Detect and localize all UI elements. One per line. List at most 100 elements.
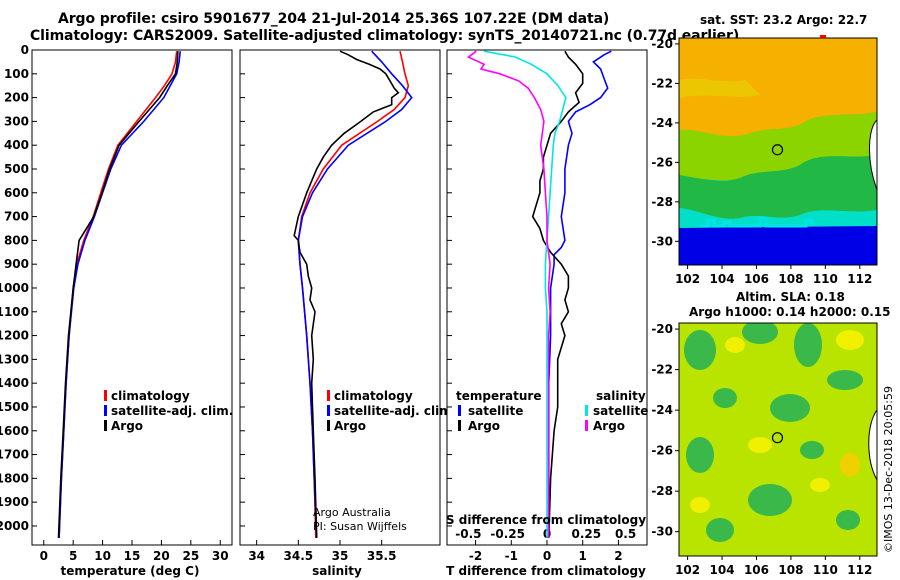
map-ytick-label: -30: [651, 234, 673, 248]
map-ytick-label: -20: [651, 37, 673, 51]
temperature-panel: 0100200300400500600700800900100011001200…: [0, 43, 233, 578]
sst-map-field: [679, 38, 877, 265]
s-legend-label-argo: Argo: [334, 419, 366, 433]
d-xtick-label: 0: [543, 549, 551, 563]
salinity-legend: climatology satellite-adj. clim. Argo: [327, 389, 456, 433]
d-xtick-s-label: 0.25: [571, 527, 601, 541]
d-legend-label-s-satellite: satellite: [593, 404, 648, 418]
depth-tick-label: 600: [4, 186, 29, 200]
depth-tick-label: 400: [4, 138, 29, 152]
depth-tick-label: 1400: [0, 376, 29, 390]
map-xtick-label: 112: [847, 563, 872, 577]
depth-tick-label: 200: [4, 91, 29, 105]
depth-tick-label: 1500: [0, 400, 29, 414]
sla-map-field: [679, 323, 877, 556]
d-xtick-label: -2: [469, 549, 482, 563]
salinity-axes-frame: [239, 49, 441, 546]
s-line-satellite: [297, 50, 413, 538]
depth-tick-label: 800: [4, 233, 29, 247]
t-xtick-label: 20: [153, 549, 170, 563]
map-xtick-label: 102: [675, 272, 700, 286]
map-ytick-label: -20: [651, 322, 673, 336]
t-xtick-label: 30: [212, 549, 229, 563]
temperature-xlabel: temperature (deg C): [61, 564, 200, 578]
s-xtick-label: 35.5: [367, 549, 397, 563]
d-xtick-label: 2: [614, 549, 622, 563]
legend-swatch-satellite: [104, 405, 107, 416]
map-ytick-label: -26: [651, 444, 673, 458]
depth-tick-label: 300: [4, 114, 29, 128]
difference-panel: -2 -1 0 1 2 -0.5 -0.25 0 0.25 0.5 T difference f…: [446, 49, 648, 578]
d-xtick-s-label: -0.25: [490, 527, 525, 541]
d-legend-label-s-argo: Argo: [593, 419, 625, 433]
t-xtick-label: 10: [94, 549, 111, 563]
map-xtick-label: 108: [778, 272, 803, 286]
d-legend-swatch-s-argo: [585, 420, 588, 431]
sst-map-redmark: [820, 35, 826, 38]
d-xtick-label: 1: [579, 549, 587, 563]
depth-tick-label: 100: [4, 67, 29, 81]
map-xtick-label: 108: [778, 563, 803, 577]
legend-swatch-argo: [104, 420, 107, 431]
d-legend-swatch-t-satellite: [458, 405, 461, 416]
s-line-argo: [293, 50, 400, 538]
s-legend-label-satellite: satellite-adj. clim.: [334, 404, 456, 418]
d-xtick-s-label: -0.5: [455, 527, 481, 541]
map-xtick-label: 112: [847, 272, 872, 286]
depth-tick-label: 2000: [0, 519, 29, 533]
d-legend-label-t-satellite: satellite: [468, 404, 523, 418]
depth-tick-label: 1000: [0, 281, 29, 295]
map-xtick-label: 102: [675, 563, 700, 577]
s-legend-label-climatology: climatology: [334, 389, 413, 403]
d-xtick-s-label: 0.5: [615, 527, 636, 541]
depth-tick-label: 700: [4, 210, 29, 224]
sla-argo-marker: [771, 432, 784, 444]
d-xtick-label: -1: [505, 549, 518, 563]
credit-line-1: Argo Australia: [313, 506, 391, 519]
imos-stamp: ©IMOS 13-Dec-2018 20:05:59: [882, 386, 895, 553]
t-xtick-label: 25: [182, 549, 199, 563]
d-line-t-argo: [531, 50, 584, 538]
sla-map-title-2: Argo h1000: 0.14 h2000: 0.15: [689, 305, 891, 319]
map-xtick-label: 106: [744, 563, 769, 577]
salinity-panel: 34 34.5 35 35.5 salinity climatology satell…: [239, 49, 456, 578]
legend-label-argo: Argo: [111, 419, 143, 433]
depth-tick-label: 1900: [0, 495, 29, 509]
credit-line-2: PI: Susan Wijffels: [313, 520, 407, 533]
s-legend-swatch-climatology: [327, 390, 330, 401]
map-xtick-label: 106: [744, 272, 769, 286]
sst-argo-marker: [771, 144, 784, 156]
sla-map-title-1: Altim. SLA: 0.18: [736, 290, 845, 304]
difference-legend-left: temperature satellite Argo: [456, 389, 541, 433]
t-xtick-label: 15: [124, 549, 141, 563]
map-ytick-label: -22: [651, 363, 673, 377]
d-line-s-argo: [466, 50, 551, 538]
depth-tick-label: 1100: [0, 305, 29, 319]
legend-title-temperature: temperature: [456, 389, 541, 403]
depth-tick-label: 1300: [0, 352, 29, 366]
s-legend-swatch-satellite: [327, 405, 330, 416]
legend-label-climatology: climatology: [111, 389, 190, 403]
depth-tick-label: 900: [4, 257, 29, 271]
sst-map-frame: [678, 37, 878, 266]
t-xtick-label: 5: [69, 549, 77, 563]
d-legend-label-t-argo: Argo: [468, 419, 500, 433]
map-ytick-label: -26: [651, 155, 673, 169]
depth-tick-label: 1200: [0, 329, 29, 343]
salinity-xlabel: salinity: [312, 564, 362, 578]
d-line-s-satellite: [483, 50, 567, 538]
map-xtick-label: 110: [813, 272, 838, 286]
d-line-t-satellite: [547, 50, 612, 538]
sst-map-title: sat. SST: 23.2 Argo: 22.7: [700, 13, 868, 27]
depth-tick-label: 1600: [0, 424, 29, 438]
depth-tick-label: 500: [4, 162, 29, 176]
legend-title-salinity: salinity: [596, 389, 646, 403]
legend-label-satellite: satellite-adj. clim.: [111, 404, 233, 418]
map-xtick-label: 104: [710, 272, 735, 286]
d-legend-swatch-s-satellite: [585, 405, 588, 416]
depth-tick-label: 1800: [0, 471, 29, 485]
map-xtick-label: 110: [813, 563, 838, 577]
map-ytick-label: -24: [651, 116, 673, 130]
